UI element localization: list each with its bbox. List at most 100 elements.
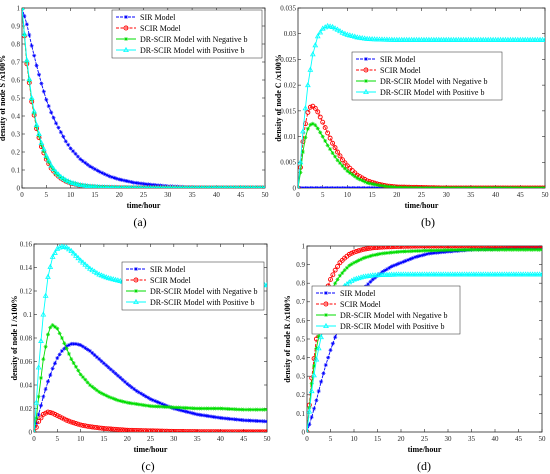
data-point	[379, 246, 385, 250]
legend-marker	[363, 88, 369, 94]
data-point	[227, 406, 232, 411]
data-point	[117, 277, 124, 284]
y-tick-label: 0.2	[11, 148, 20, 156]
data-point	[307, 428, 309, 432]
data-point	[160, 404, 165, 409]
y-tick-label: 0.01	[284, 133, 297, 141]
data-point	[333, 154, 338, 159]
data-point	[139, 402, 144, 407]
data-point	[406, 249, 411, 254]
data-point	[316, 389, 321, 394]
data-point	[509, 247, 514, 252]
data-point	[216, 406, 221, 411]
data-point	[396, 249, 401, 254]
data-point	[108, 395, 113, 400]
data-point	[148, 404, 153, 409]
x-tick-label: 50	[264, 435, 272, 443]
data-point	[83, 345, 88, 350]
data-point	[89, 424, 95, 430]
data-point	[197, 412, 202, 417]
data-point	[303, 135, 308, 140]
data-point	[359, 34, 366, 41]
legend-label: DR-SCIR Model with Negative b	[150, 287, 258, 296]
data-point	[366, 254, 371, 259]
data-point	[344, 265, 349, 270]
data-point	[220, 416, 225, 421]
x-tick-label: 50	[262, 191, 270, 199]
data-point	[66, 142, 71, 147]
y-axis-title: density of node I /x100%	[10, 296, 19, 381]
data-point	[194, 429, 200, 432]
data-point	[34, 63, 39, 68]
x-tick-label: 5	[321, 191, 325, 199]
data-point	[476, 247, 481, 252]
data-point	[134, 180, 139, 185]
data-point	[488, 247, 493, 252]
panel-1: 0 5 10 15 20 25 30 35 40 45 50 0 0.005 0.01 0.015 0.02 0…	[274, 4, 549, 229]
data-point	[36, 412, 41, 417]
data-point	[514, 247, 519, 252]
data-point	[397, 185, 402, 188]
data-point	[46, 104, 51, 109]
data-point	[43, 152, 50, 158]
data-point	[302, 105, 309, 111]
data-point	[330, 272, 336, 278]
data-point	[427, 248, 432, 253]
x-tick-label: 40	[492, 191, 500, 199]
data-point	[162, 428, 167, 432]
x-tick-label: 0	[305, 435, 309, 443]
y-tick-label: 0.14	[20, 264, 33, 272]
data-point	[405, 246, 411, 249]
data-point	[467, 247, 472, 252]
data-point	[412, 185, 417, 188]
data-point	[404, 185, 409, 188]
data-point	[45, 273, 51, 279]
data-point	[314, 346, 319, 351]
data-point	[317, 114, 323, 120]
data-point	[197, 406, 202, 411]
data-point	[402, 185, 407, 188]
y-tick-label: 0.1	[296, 410, 305, 418]
data-point	[358, 247, 364, 253]
data-point	[337, 28, 343, 34]
data-point	[122, 400, 127, 405]
data-point	[134, 428, 139, 432]
data-point	[227, 416, 232, 421]
data-point	[76, 368, 81, 373]
data-point	[188, 406, 193, 411]
data-point	[361, 35, 368, 41]
data-point	[105, 274, 112, 281]
data-point	[250, 429, 256, 432]
x-tick-label: 30	[443, 191, 451, 199]
data-point	[323, 363, 328, 368]
data-point	[22, 14, 27, 19]
data-point	[87, 265, 93, 271]
y-axis-title: density of node C /x100%	[274, 54, 283, 142]
series-1	[298, 103, 545, 188]
series-2	[34, 323, 267, 432]
legend-label: SCIR Model	[380, 66, 421, 75]
data-point	[403, 246, 409, 249]
x-tick-label: 35	[467, 191, 475, 199]
data-point	[213, 429, 219, 432]
data-point	[500, 247, 505, 252]
data-point	[50, 366, 55, 371]
data-point	[320, 134, 325, 139]
data-point	[394, 250, 399, 255]
x-axis-title: time/hour	[134, 445, 168, 454]
series-line	[34, 324, 267, 432]
data-point	[127, 400, 132, 405]
data-point	[38, 403, 43, 408]
data-point	[309, 381, 314, 386]
data-point	[45, 157, 52, 163]
data-point	[102, 172, 107, 177]
data-point	[218, 406, 223, 411]
data-point	[84, 263, 91, 269]
data-point	[410, 256, 415, 261]
data-point	[352, 174, 357, 179]
legend-marker	[133, 298, 139, 304]
y-tick-label: 0	[302, 428, 306, 436]
data-point	[304, 82, 311, 88]
data-point	[335, 149, 340, 155]
data-point	[68, 146, 73, 151]
